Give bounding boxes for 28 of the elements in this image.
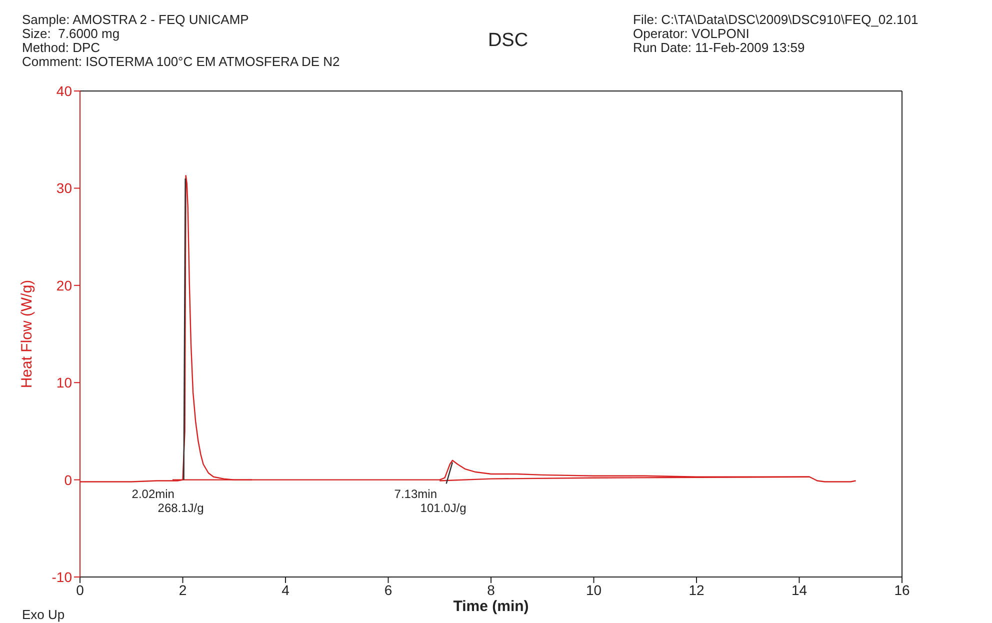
y-tick-label: 20 bbox=[56, 277, 72, 294]
annotation: 2.02min 268.1J/g bbox=[132, 486, 204, 515]
text: File: C:\TA\Data\DSC\2009\DSC910\FEQ_02.101 bbox=[633, 12, 918, 27]
x-tick-label: 6 bbox=[384, 582, 392, 598]
y-tick-label: 40 bbox=[56, 82, 72, 99]
y-axis-title: Heat Flow (W/g) bbox=[18, 280, 36, 388]
y-tick-label: 30 bbox=[56, 180, 72, 196]
text: Size: 7.6000 mg bbox=[22, 26, 120, 41]
text: Run Date: 11-Feb-2009 13:59 bbox=[633, 40, 805, 55]
x-tick-label: 0 bbox=[76, 582, 84, 598]
x-tick-label: 12 bbox=[688, 582, 704, 598]
x-tick-label: 16 bbox=[894, 582, 910, 598]
x-tick-label: 2 bbox=[178, 582, 187, 598]
text: Method: DPC bbox=[22, 40, 100, 55]
text: Operator: VOLPONI bbox=[633, 26, 750, 41]
y-tick-label: 10 bbox=[56, 374, 72, 391]
annotation: 7.13min 101.0J/g bbox=[394, 486, 466, 515]
x-tick-label: 4 bbox=[282, 582, 290, 598]
x-tick-label: 8 bbox=[487, 582, 496, 598]
y-tick-label: -10 bbox=[52, 568, 72, 585]
x-axis-title: Time (min) bbox=[453, 598, 529, 615]
text: Comment: ISOTERMA 100°C EM ATMOSFERA DE N2 bbox=[22, 54, 340, 69]
y-tick-label: 0 bbox=[64, 472, 72, 488]
text: Sample: AMOSTRA 2 - FEQ UNICAMP bbox=[22, 12, 249, 27]
text: Exo Up bbox=[22, 607, 65, 622]
x-tick-label: 10 bbox=[586, 582, 602, 598]
x-tick-label: 14 bbox=[791, 582, 808, 598]
chart-title: DSC bbox=[488, 30, 528, 51]
